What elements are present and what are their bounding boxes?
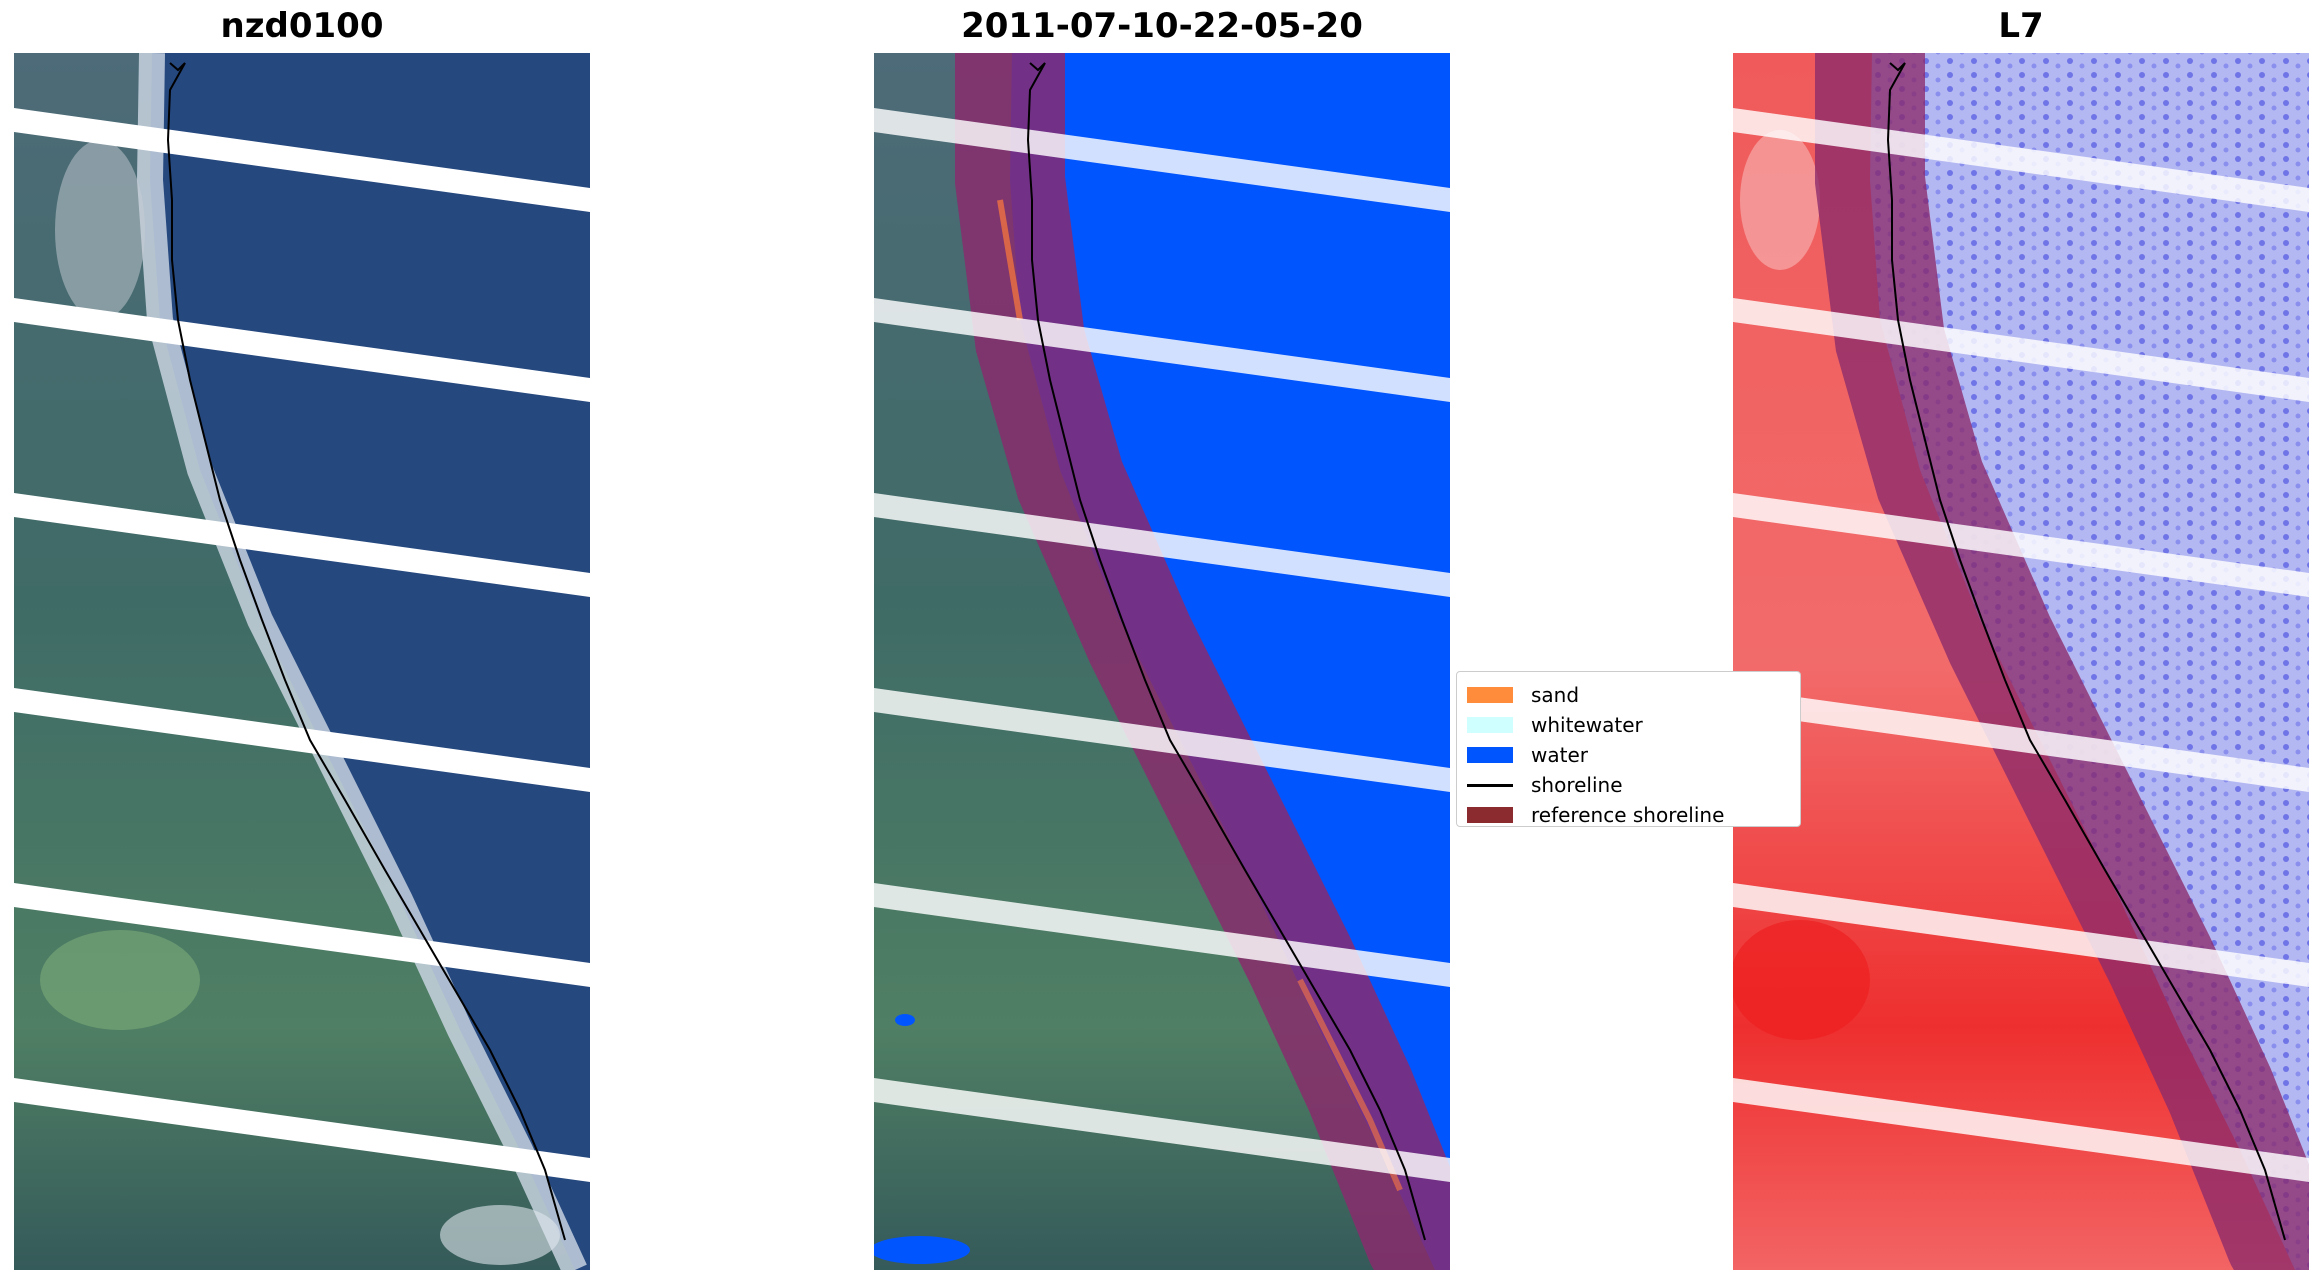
- stripe-gaps: [1733, 108, 2309, 1182]
- reference-shoreline-band: [1815, 53, 2309, 1270]
- legend-item-water: water: [1467, 740, 1790, 770]
- legend-label: whitewater: [1531, 713, 1643, 737]
- classified-image: [874, 53, 1450, 1270]
- legend: sand whitewater water shoreline referenc…: [1456, 671, 1801, 827]
- reference-shoreline-band: [955, 53, 1450, 1270]
- shoreline-swatch: [1467, 783, 1513, 787]
- stripe-gaps: [14, 108, 590, 1182]
- reference-shoreline-swatch: [1467, 807, 1513, 823]
- legend-item-reference-shoreline: reference shoreline: [1467, 800, 1790, 830]
- sand-swatch: [1467, 687, 1513, 703]
- shoreline-line: [166, 62, 566, 1241]
- stripe-gaps: [874, 108, 1450, 1182]
- rgb-image: [14, 53, 590, 1270]
- whitewater-swatch: [1467, 717, 1513, 733]
- legend-label: water: [1531, 743, 1588, 767]
- index-image: [1733, 53, 2309, 1270]
- shoreline-line: [1026, 62, 1426, 1241]
- shoreline-line: [1886, 62, 2286, 1241]
- legend-label: shoreline: [1531, 773, 1623, 797]
- legend-label: sand: [1531, 683, 1580, 707]
- legend-item-whitewater: whitewater: [1467, 710, 1790, 740]
- legend-item-shoreline: shoreline: [1467, 770, 1790, 800]
- legend-item-sand: sand: [1467, 680, 1790, 710]
- panel-title-index: L7: [1998, 6, 2044, 46]
- panel-title-rgb: nzd0100: [220, 6, 384, 46]
- water-swatch: [1467, 747, 1513, 763]
- panel-title-classified: 2011-07-10-22-05-20: [961, 6, 1363, 46]
- legend-label: reference shoreline: [1531, 803, 1725, 827]
